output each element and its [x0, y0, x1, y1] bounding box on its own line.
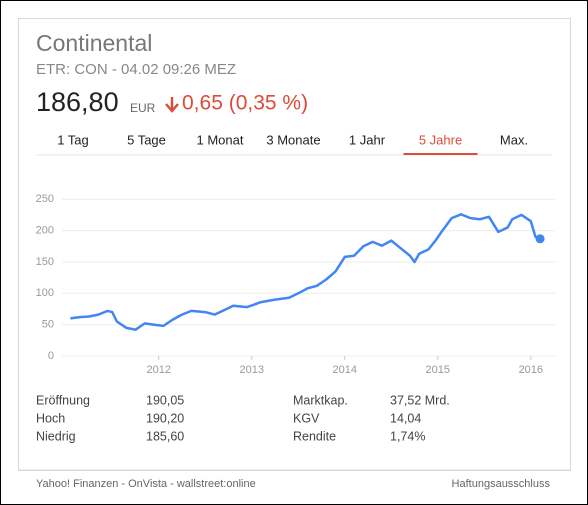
- tab[interactable]: 5 Tage: [127, 132, 166, 147]
- stat-value: 14,04: [390, 411, 421, 425]
- last-point: [535, 234, 545, 244]
- tab[interactable]: 5 Jahre: [419, 132, 462, 147]
- y-tick-label: 50: [42, 319, 54, 331]
- x-tick-label: 2013: [240, 364, 264, 376]
- stat-value: 190,05: [146, 393, 184, 407]
- stat-value: 185,60: [146, 429, 184, 443]
- stat-label: KGV: [293, 411, 320, 425]
- tab[interactable]: 1 Monat: [197, 132, 244, 147]
- stat-label: Hoch: [36, 411, 65, 425]
- tab[interactable]: 1 Jahr: [349, 132, 386, 147]
- x-tick-label: 2016: [519, 364, 543, 376]
- footer-sources: Yahoo! Finanzen - OnVista - wallstreet:o…: [36, 478, 256, 490]
- stat-label: Rendite: [293, 429, 336, 443]
- stat-value: 190,20: [146, 411, 184, 425]
- stat-label: Eröffnung: [36, 393, 90, 407]
- x-tick-label: 2014: [333, 364, 357, 376]
- footer-disclaimer[interactable]: Haftungsausschluss: [452, 478, 551, 490]
- tab[interactable]: Max.: [500, 132, 528, 147]
- y-tick-label: 0: [48, 350, 54, 362]
- subtitle: ETR: CON - 04.02 09:26 MEZ: [36, 61, 236, 78]
- price: 186,80: [36, 87, 119, 117]
- stat-label: Niedrig: [36, 429, 76, 443]
- y-tick-label: 200: [36, 225, 54, 237]
- x-tick-label: 2012: [146, 364, 170, 376]
- y-tick-label: 100: [36, 287, 54, 299]
- stat-value: 1,74%: [390, 429, 425, 443]
- stat-label: Marktkap.: [293, 393, 348, 407]
- down-arrow: [165, 97, 179, 113]
- tab[interactable]: 3 Monate: [266, 132, 320, 147]
- y-tick-label: 250: [36, 193, 54, 205]
- currency: EUR: [130, 101, 156, 115]
- title: Continental: [36, 30, 152, 56]
- price-line: [70, 213, 541, 331]
- card: [18, 18, 571, 471]
- y-tick-label: 150: [36, 256, 54, 268]
- x-tick-label: 2015: [426, 364, 450, 376]
- tab[interactable]: 1 Tag: [57, 132, 89, 147]
- change: 0,65 (0,35 %): [182, 92, 308, 115]
- stat-value: 37,52 Mrd.: [390, 393, 450, 407]
